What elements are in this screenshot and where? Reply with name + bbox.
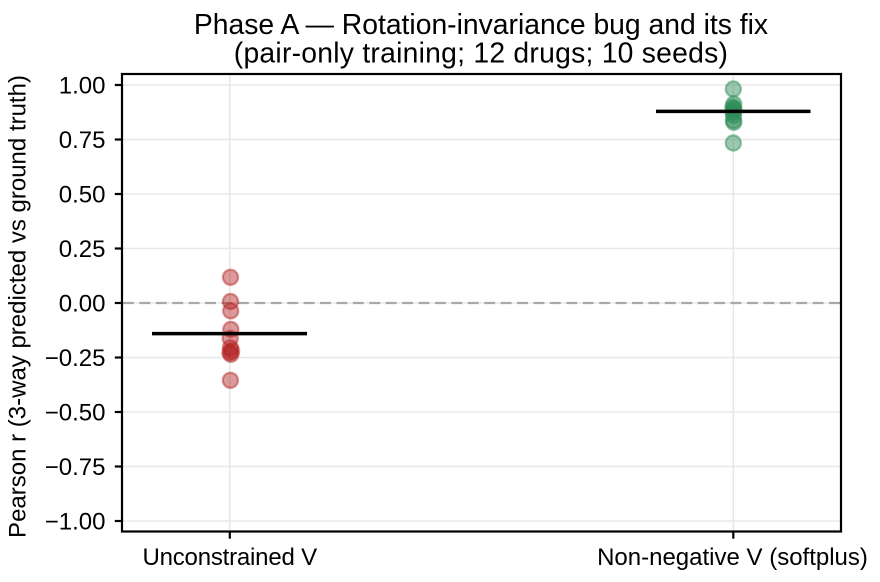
svg-text:1.00: 1.00 — [59, 73, 106, 100]
svg-text:−1.00: −1.00 — [45, 509, 106, 536]
svg-text:−0.75: −0.75 — [45, 454, 106, 481]
svg-text:Phase A — Rotation-invariance: Phase A — Rotation-invariance bug and it… — [194, 8, 768, 40]
svg-text:Non-negative V (softplus): Non-negative V (softplus) — [597, 544, 868, 571]
svg-text:0.25: 0.25 — [59, 236, 106, 263]
svg-text:0.00: 0.00 — [59, 291, 106, 318]
svg-text:−0.25: −0.25 — [45, 345, 106, 372]
svg-text:Unconstrained V: Unconstrained V — [142, 544, 317, 571]
svg-text:0.75: 0.75 — [59, 127, 106, 154]
svg-text:(pair-only training; 12 drugs;: (pair-only training; 12 drugs; 10 seeds) — [234, 37, 728, 69]
svg-text:Pearson r (3-way predicted vs: Pearson r (3-way predicted vs ground tru… — [5, 75, 32, 538]
svg-text:−0.50: −0.50 — [45, 400, 106, 427]
svg-text:0.50: 0.50 — [59, 182, 106, 209]
